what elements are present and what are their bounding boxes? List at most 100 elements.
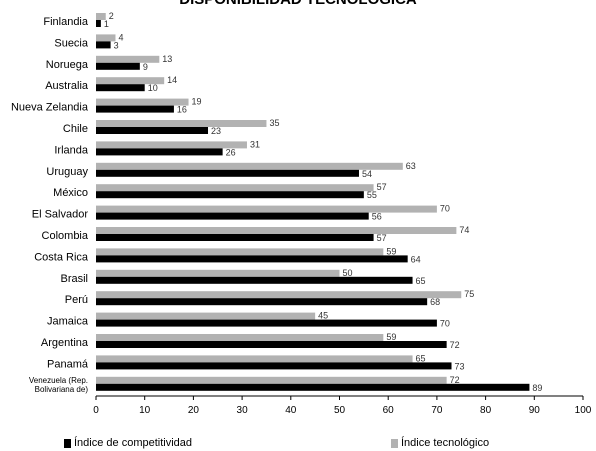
x-tick-label: 90 bbox=[529, 405, 541, 416]
x-tick-label: 40 bbox=[285, 405, 297, 416]
category-label: Uruguay bbox=[46, 166, 88, 178]
data-label-competitividad: 26 bbox=[226, 147, 236, 157]
bar-tecnologico bbox=[96, 98, 189, 106]
legend-swatch-tecnologico bbox=[391, 438, 398, 448]
data-label-competitividad: 55 bbox=[367, 190, 377, 200]
bar-tecnologico bbox=[96, 55, 160, 63]
bar-tecnologico bbox=[96, 141, 247, 149]
data-label-competitividad: 10 bbox=[148, 83, 158, 93]
bar-competitividad bbox=[96, 169, 359, 177]
category-label: Finlandia bbox=[43, 16, 89, 28]
category-label: Perú bbox=[65, 294, 88, 306]
bars-group bbox=[96, 13, 530, 391]
data-label-tecnologico: 19 bbox=[192, 97, 202, 107]
bar-tecnologico bbox=[96, 13, 106, 20]
category-label: Suecia bbox=[54, 37, 89, 49]
chart-title: DISPONIBILIDAD TECNOLÓGICA bbox=[0, 0, 596, 8]
bar-competitividad bbox=[96, 41, 111, 49]
data-label-competitividad: 57 bbox=[377, 233, 387, 243]
bar-tecnologico bbox=[96, 269, 340, 277]
data-label-competitividad: 9 bbox=[143, 62, 148, 72]
data-label-competitividad: 16 bbox=[177, 105, 187, 115]
bar-tecnologico bbox=[96, 227, 457, 234]
data-label-tecnologico: 4 bbox=[118, 32, 123, 42]
category-label: Irlanda bbox=[54, 144, 89, 156]
category-labels-group: Finlandia Suecia Noruega Australia Nueva Zel… bbox=[11, 16, 89, 394]
x-tick-label: 30 bbox=[237, 405, 249, 416]
bar-tecnologico bbox=[96, 376, 447, 384]
data-label-competitividad: 1 bbox=[104, 19, 109, 29]
x-tick-label: 50 bbox=[334, 405, 346, 416]
data-label-tecnologico: 2 bbox=[109, 11, 114, 21]
data-label-competitividad: 68 bbox=[430, 297, 440, 307]
bar-competitividad bbox=[96, 276, 413, 284]
x-tick-label: 80 bbox=[480, 405, 492, 416]
data-label-tecnologico: 74 bbox=[459, 225, 469, 235]
x-tick-label: 100 bbox=[575, 405, 592, 416]
data-label-tecnologico: 63 bbox=[406, 161, 416, 171]
legend-item-tecnologico: Índice tecnológico bbox=[391, 437, 489, 449]
category-label: Chile bbox=[63, 123, 88, 135]
category-label: Costa Rica bbox=[34, 251, 89, 263]
legend-swatch-competitividad bbox=[64, 438, 71, 448]
data-label-tecnologico: 70 bbox=[440, 204, 450, 214]
data-label-tecnologico: 59 bbox=[386, 246, 396, 256]
data-label-tecnologico: 50 bbox=[343, 268, 353, 278]
bar-competitividad bbox=[96, 105, 174, 113]
bar-competitividad bbox=[96, 84, 145, 92]
data-label-tecnologico: 31 bbox=[250, 139, 260, 149]
legend-item-competitividad: Índice de competitividad bbox=[64, 437, 192, 449]
x-tick-label: 60 bbox=[383, 405, 395, 416]
bar-tecnologico bbox=[96, 205, 437, 213]
data-label-competitividad: 54 bbox=[362, 169, 372, 179]
bar-tecnologico bbox=[96, 248, 384, 256]
category-label: Nueva Zelandia bbox=[11, 102, 89, 114]
x-tick-label: 20 bbox=[188, 405, 200, 416]
bar-tecnologico bbox=[96, 162, 403, 170]
x-tick-label: 70 bbox=[431, 405, 443, 416]
data-label-competitividad: 64 bbox=[411, 254, 421, 264]
data-label-competitividad: 73 bbox=[455, 361, 465, 371]
bar-competitividad bbox=[96, 62, 140, 70]
category-label: Australia bbox=[45, 80, 89, 92]
category-label: El Salvador bbox=[32, 209, 89, 221]
category-label: Panamá bbox=[47, 358, 89, 370]
category-label: México bbox=[53, 187, 88, 199]
data-label-tecnologico: 75 bbox=[464, 289, 474, 299]
x-axis: 0 10 20 30 40 50 60 70 80 90 100 bbox=[93, 395, 592, 416]
bar-tecnologico bbox=[96, 34, 116, 42]
bar-competitividad bbox=[96, 255, 408, 263]
bar-competitividad bbox=[96, 362, 452, 370]
bar-tecnologico bbox=[96, 77, 165, 85]
data-label-competitividad: 89 bbox=[532, 383, 542, 393]
data-label-competitividad: 56 bbox=[372, 212, 382, 222]
bar-tecnologico bbox=[96, 184, 374, 192]
bar-competitividad bbox=[96, 383, 530, 391]
data-label-competitividad: 72 bbox=[450, 340, 460, 350]
data-label-tecnologico: 13 bbox=[162, 54, 172, 64]
data-label-tecnologico: 35 bbox=[269, 118, 279, 128]
bar-competitividad bbox=[96, 212, 369, 220]
bar-tecnologico bbox=[96, 312, 316, 320]
bar-competitividad bbox=[96, 341, 447, 348]
category-label: Argentina bbox=[41, 337, 89, 349]
bar-competitividad bbox=[96, 234, 374, 241]
data-label-competitividad: 65 bbox=[416, 276, 426, 286]
data-label-tecnologico: 45 bbox=[318, 311, 328, 321]
data-label-tecnologico: 14 bbox=[167, 75, 177, 85]
bar-competitividad bbox=[96, 191, 364, 199]
bar-competitividad bbox=[96, 148, 223, 156]
data-label-competitividad: 70 bbox=[440, 319, 450, 329]
data-label-tecnologico: 65 bbox=[416, 353, 426, 363]
x-tick-label: 0 bbox=[93, 405, 99, 416]
data-label-tecnologico: 59 bbox=[386, 332, 396, 342]
bar-tecnologico bbox=[96, 334, 384, 341]
bar-competitividad bbox=[96, 319, 437, 327]
bar-competitividad bbox=[96, 127, 209, 134]
data-label-competitividad: 23 bbox=[211, 126, 221, 136]
legend-label-tecnologico: Índice tecnológico bbox=[401, 437, 490, 449]
category-label: Venezuela (Rep. Bolivariana de) bbox=[29, 376, 88, 394]
category-label: Brasil bbox=[60, 273, 88, 285]
bar-tecnologico bbox=[96, 355, 413, 363]
